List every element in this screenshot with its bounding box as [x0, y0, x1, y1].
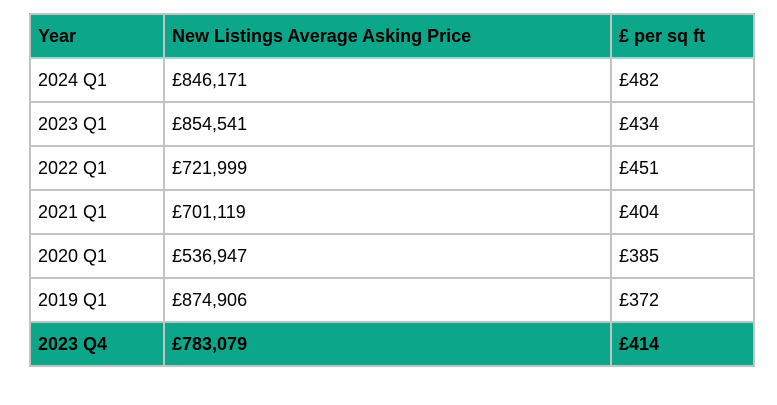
price-cell: £721,999 [163, 145, 612, 191]
price-per-sq-ft-cell: £372 [610, 277, 755, 323]
year-cell: 2020 Q1 [29, 233, 165, 279]
table-row: 2020 Q1 £536,947 £385 [29, 233, 755, 279]
table-row: 2023 Q1 £854,541 £434 [29, 101, 755, 147]
price-cell: £701,119 [163, 189, 612, 235]
year-cell: 2023 Q4 [29, 321, 165, 367]
price-per-sq-ft-cell: £385 [610, 233, 755, 279]
column-header-year: Year [29, 13, 165, 59]
table-row: 2024 Q1 £846,171 £482 [29, 57, 755, 103]
asking-price-table: Year New Listings Average Asking Price £… [29, 13, 755, 367]
year-cell: 2023 Q1 [29, 101, 165, 147]
price-cell: £536,947 [163, 233, 612, 279]
year-cell: 2024 Q1 [29, 57, 165, 103]
table-row: 2021 Q1 £701,119 £404 [29, 189, 755, 235]
column-header-price-per-sq-ft: £ per sq ft [610, 13, 755, 59]
table-row: 2022 Q1 £721,999 £451 [29, 145, 755, 191]
price-cell: £783,079 [163, 321, 612, 367]
price-per-sq-ft-cell: £404 [610, 189, 755, 235]
price-cell: £874,906 [163, 277, 612, 323]
year-cell: 2019 Q1 [29, 277, 165, 323]
header-row: Year New Listings Average Asking Price £… [29, 13, 755, 59]
year-cell: 2022 Q1 [29, 145, 165, 191]
table-row: 2019 Q1 £874,906 £372 [29, 277, 755, 323]
year-cell: 2021 Q1 [29, 189, 165, 235]
price-per-sq-ft-cell: £414 [610, 321, 755, 367]
price-cell: £854,541 [163, 101, 612, 147]
price-per-sq-ft-cell: £434 [610, 101, 755, 147]
price-cell: £846,171 [163, 57, 612, 103]
summary-row: 2023 Q4 £783,079 £414 [29, 321, 755, 367]
price-per-sq-ft-cell: £451 [610, 145, 755, 191]
column-header-asking-price: New Listings Average Asking Price [163, 13, 612, 59]
price-per-sq-ft-cell: £482 [610, 57, 755, 103]
